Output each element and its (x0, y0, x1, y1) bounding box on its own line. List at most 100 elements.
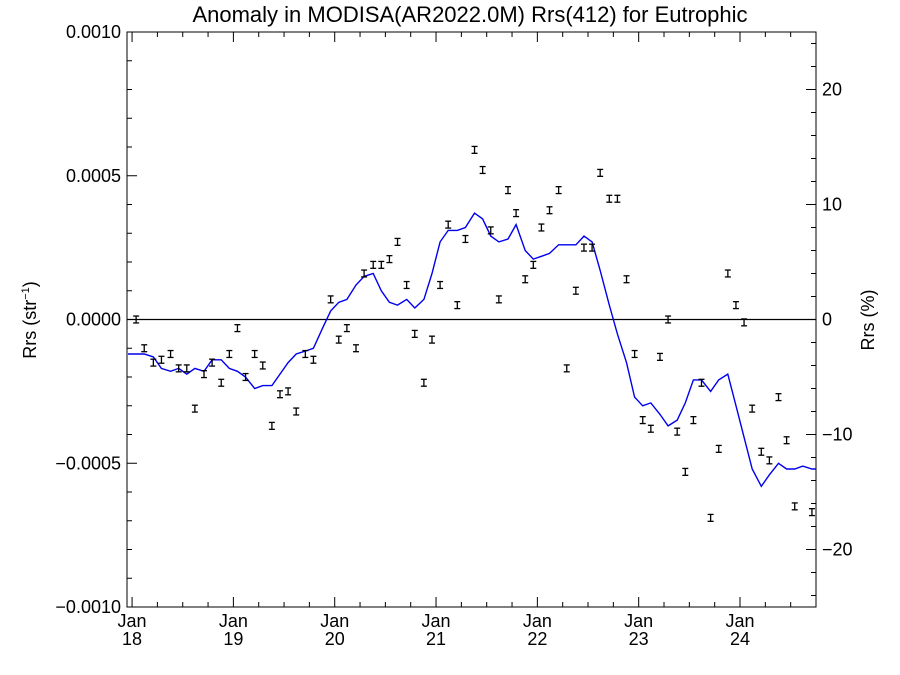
data-point (201, 370, 208, 379)
data-point (285, 387, 292, 396)
data-point (698, 378, 705, 387)
data-point (234, 324, 241, 333)
x-tick-label-month: Jan (320, 611, 349, 631)
x-tick-label-month: Jan (624, 611, 653, 631)
data-point (411, 329, 418, 338)
data-points (133, 145, 815, 522)
y-axis-left: 0.0010 0.0005 0.0000 −0.0005 −0.0010 (55, 22, 137, 617)
data-point (732, 301, 739, 310)
y-tick-label: 0.0000 (66, 310, 121, 330)
data-point (555, 186, 562, 195)
x-tick-label-year: 24 (730, 629, 750, 649)
x-tick-label-month: Jan (523, 611, 552, 631)
x-tick-label-month: Jan (219, 611, 248, 631)
data-point (209, 358, 216, 367)
data-point (293, 407, 300, 416)
x-tick-label-year: 19 (223, 629, 243, 649)
data-point (420, 378, 427, 387)
y-tick-label: 0.0005 (66, 166, 121, 186)
data-point (749, 404, 756, 413)
data-point (167, 349, 174, 359)
data-point (546, 206, 553, 215)
data-point (158, 355, 165, 364)
data-point (310, 355, 317, 364)
data-point (758, 447, 765, 456)
y-axis-left-label-close: ) (20, 281, 40, 287)
data-point (580, 243, 587, 252)
data-point (715, 444, 722, 453)
x-tick-label-month: Jan (422, 611, 451, 631)
data-point (302, 349, 309, 359)
data-point (783, 436, 790, 445)
data-point (589, 243, 596, 252)
data-point (487, 226, 494, 235)
y-axis-right-label: Rrs (%) (858, 290, 878, 351)
data-point (386, 255, 393, 264)
data-point (471, 145, 478, 154)
data-point (656, 352, 663, 361)
data-point (462, 234, 469, 244)
y2-tick-label: 0 (822, 310, 832, 330)
x-tick-label-year: 18 (122, 629, 142, 649)
y-axis-right: 20 10 0 −10 −20 (806, 43, 853, 596)
y-tick-label: −0.0005 (55, 453, 121, 473)
series-line (128, 212, 816, 488)
data-point (226, 349, 233, 359)
data-point (639, 416, 646, 425)
data-point (522, 275, 529, 284)
y-tick-label: 0.0010 (66, 22, 121, 42)
data-point (276, 390, 283, 399)
x-tick-label-year: 22 (527, 629, 547, 649)
data-point (707, 513, 714, 522)
data-point (251, 349, 258, 359)
data-point (623, 275, 630, 284)
data-point (352, 344, 359, 353)
data-point (150, 358, 157, 367)
data-point (530, 260, 537, 269)
y2-tick-label: 10 (822, 195, 842, 215)
x-tick-label-month: Jan (725, 611, 754, 631)
x-tick-label-month: Jan (118, 611, 147, 631)
y-axis-left-label-main: Rrs (str (20, 300, 40, 359)
data-point (597, 168, 604, 177)
data-point (327, 295, 334, 304)
data-point (647, 424, 654, 433)
data-point (495, 295, 502, 304)
x-tick-label-year: 23 (629, 629, 649, 649)
data-point (538, 223, 545, 232)
data-point (242, 372, 249, 382)
data-point (370, 260, 377, 269)
data-point (563, 364, 570, 373)
data-point (791, 502, 798, 511)
y-tick-label: −0.0010 (55, 597, 121, 617)
data-point (665, 315, 672, 324)
y-axis-left-label: Rrs (str−1) (20, 281, 40, 359)
data-point (394, 237, 401, 246)
data-point (335, 335, 342, 344)
y2-tick-label: −10 (822, 425, 853, 445)
data-point (513, 209, 520, 218)
data-point (741, 318, 748, 327)
data-point (378, 260, 385, 269)
data-point (175, 364, 182, 373)
data-point (141, 344, 148, 353)
y-axis-left-label-sup: −1 (20, 287, 32, 300)
data-point (361, 269, 368, 278)
data-point (133, 315, 140, 324)
data-point (775, 393, 782, 402)
data-point (445, 220, 452, 229)
data-point (690, 416, 697, 425)
x-tick-label-year: 20 (325, 629, 345, 649)
data-point (428, 335, 435, 344)
data-point (259, 361, 266, 370)
data-point (343, 324, 350, 333)
data-point (479, 165, 486, 175)
y2-tick-label: 20 (822, 80, 842, 100)
data-point (403, 280, 410, 290)
data-point (682, 467, 689, 476)
data-point (218, 378, 225, 387)
data-point (504, 186, 511, 195)
data-point (606, 194, 613, 203)
